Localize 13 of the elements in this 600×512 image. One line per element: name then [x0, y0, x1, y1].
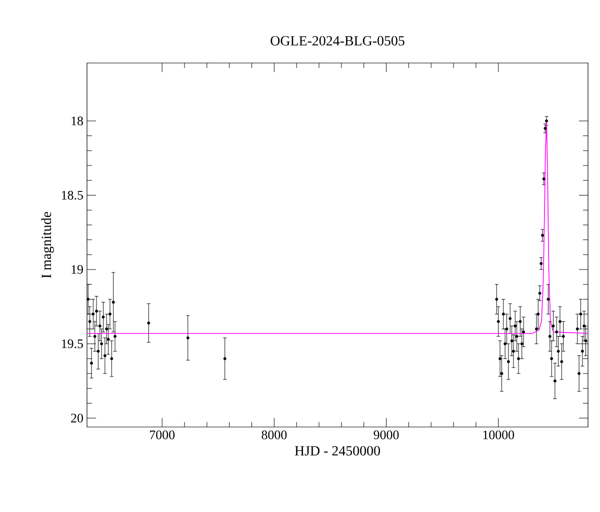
x-tick-label: 9000 — [374, 430, 399, 440]
x-tick-label: 8000 — [262, 430, 287, 440]
y-tick-label: 20 — [71, 414, 83, 422]
line-series — [87, 120, 588, 334]
chart-title: OGLE-2024-BLG-0505 — [270, 36, 404, 46]
y-tick-label: 18.5 — [62, 190, 83, 200]
x-axis-title: HJD - 2450000 — [294, 446, 380, 456]
y-tick-label: 18 — [72, 116, 83, 126]
x-tick-label: 10000 — [483, 430, 514, 440]
y-axis-title: I magnitude — [41, 212, 54, 278]
x-tick-label: 7000 — [150, 430, 175, 440]
y-tick-label: 19 — [72, 265, 83, 274]
y-tick-label: 19.5 — [62, 339, 83, 348]
